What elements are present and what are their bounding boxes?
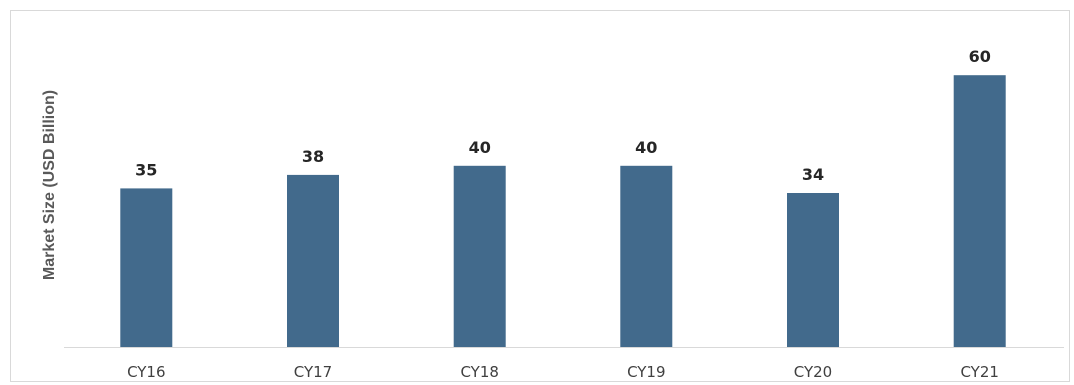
data-label-cy18: 40: [469, 138, 491, 157]
bar-cy16: [120, 188, 173, 347]
y-axis-label: Market Size (USD Billion): [41, 90, 58, 280]
x-tick-label-cy19: CY19: [627, 363, 665, 381]
bar-cy20: [787, 193, 839, 347]
bar-cy19: [620, 165, 673, 347]
data-label-cy21: 60: [969, 47, 991, 66]
x-tick-label-cy20: CY20: [794, 363, 832, 381]
x-tick-label-cy18: CY18: [460, 363, 498, 381]
data-label-cy17: 38: [302, 147, 324, 166]
bars-group: 35 CY16 38 CY17 40 CY18 40 CY19 34 CY20 60 CY21: [120, 47, 1006, 381]
bar-cy21: [953, 75, 1006, 347]
bar-cy18: [453, 165, 506, 347]
chart-frame: [10, 10, 1070, 382]
data-label-cy20: 34: [802, 165, 824, 184]
bar-cy17: [287, 174, 339, 347]
data-label-cy16: 35: [135, 160, 157, 179]
x-tick-label-cy17: CY17: [294, 363, 332, 381]
x-tick-label-cy16: CY16: [127, 363, 165, 381]
x-tick-label-cy21: CY21: [960, 363, 998, 381]
data-label-cy19: 40: [635, 138, 657, 157]
